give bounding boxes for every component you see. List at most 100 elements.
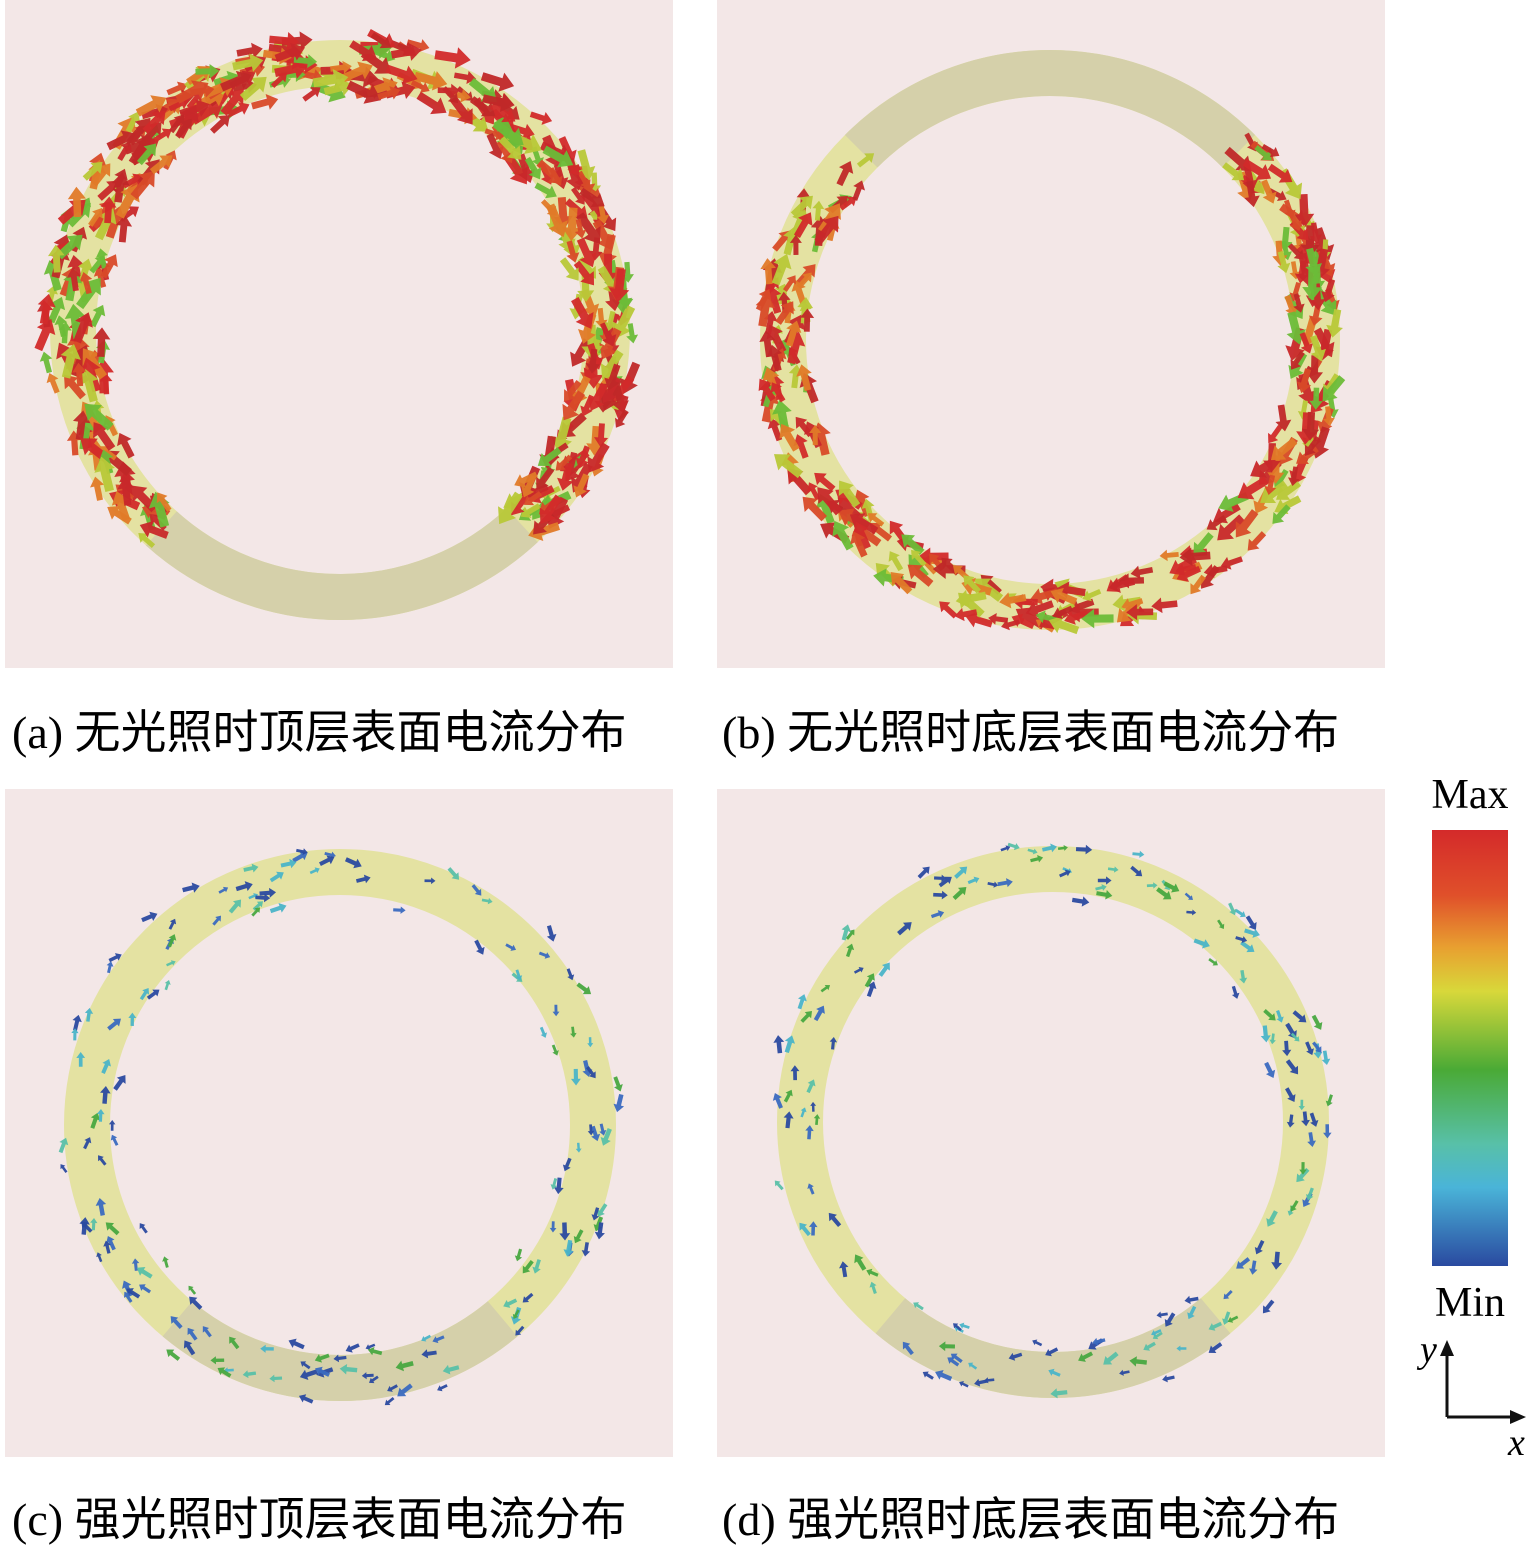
current-arrow <box>590 1125 601 1142</box>
current-arrow <box>1263 1009 1276 1021</box>
current-arrow <box>498 136 522 160</box>
current-arrow <box>1242 164 1258 192</box>
current-arrow <box>413 71 448 91</box>
current-arrow <box>581 1242 591 1257</box>
current-arrow <box>175 118 192 139</box>
current-arrow <box>1159 549 1179 562</box>
current-arrow <box>90 1217 98 1231</box>
current-arrow <box>1052 605 1073 620</box>
current-arrow <box>1187 1305 1197 1320</box>
panel <box>5 789 673 1457</box>
current-arrow <box>897 922 912 936</box>
current-arrow <box>532 1259 541 1274</box>
current-arrow <box>852 521 871 550</box>
current-arrow <box>90 1112 101 1129</box>
current-arrow <box>1231 985 1240 999</box>
current-arrow <box>339 1363 358 1375</box>
current-arrow <box>170 1316 183 1329</box>
current-arrow <box>783 1089 793 1103</box>
current-arrow <box>790 195 813 218</box>
current-arrow <box>1075 844 1093 855</box>
current-arrow <box>1237 476 1269 500</box>
panel-background <box>717 0 1385 668</box>
current-arrow <box>453 70 477 85</box>
current-arrow <box>1239 969 1248 984</box>
current-arrow <box>1201 565 1220 589</box>
current-arrow <box>772 399 792 434</box>
current-arrow <box>828 1212 842 1228</box>
current-arrow <box>810 1101 817 1112</box>
current-arrow <box>947 1357 960 1367</box>
current-arrow <box>227 102 250 118</box>
current-arrow <box>805 1125 814 1140</box>
current-arrow <box>838 480 861 508</box>
current-arrow <box>773 454 804 479</box>
current-arrow <box>136 143 157 166</box>
current-arrow <box>1193 938 1210 949</box>
current-arrow <box>596 202 610 225</box>
current-arrow <box>46 372 60 394</box>
current-arrow <box>793 212 813 239</box>
current-arrow <box>296 848 308 856</box>
current-arrow <box>505 943 517 951</box>
current-arrow <box>274 58 308 79</box>
current-arrow <box>60 344 81 379</box>
current-arrow <box>1276 1010 1284 1023</box>
current-arrow <box>529 111 553 125</box>
current-arrow <box>1208 958 1218 966</box>
current-arrow <box>523 491 542 506</box>
current-arrow <box>784 1035 796 1054</box>
current-arrow <box>939 601 958 619</box>
current-arrow <box>1193 532 1214 556</box>
current-arrow <box>139 1284 152 1294</box>
current-arrow <box>813 1005 825 1022</box>
current-arrow <box>562 1157 572 1172</box>
current-arrow <box>575 1142 582 1153</box>
current-arrow <box>800 308 815 332</box>
ring-gap <box>844 50 1256 168</box>
current-arrow <box>1312 1041 1322 1053</box>
current-arrow <box>166 960 176 967</box>
current-arrow <box>551 416 572 453</box>
current-arrow <box>564 380 582 402</box>
current-arrow <box>796 364 812 392</box>
current-arrow <box>566 968 575 981</box>
current-arrow <box>489 102 516 123</box>
current-arrow <box>1270 437 1298 461</box>
current-arrow <box>1273 468 1289 490</box>
current-arrow <box>571 187 585 205</box>
current-arrow <box>559 257 579 281</box>
current-arrow <box>853 966 864 974</box>
current-arrow <box>537 447 562 467</box>
current-arrow <box>1296 368 1312 394</box>
current-arrow <box>39 351 53 374</box>
current-arrow <box>1163 881 1180 893</box>
current-arrow <box>169 114 185 134</box>
current-arrow <box>1285 1087 1296 1102</box>
current-arrow <box>549 167 563 186</box>
current-arrow <box>1325 1094 1333 1107</box>
current-arrow <box>101 1059 111 1074</box>
current-arrow <box>1309 222 1323 244</box>
current-arrow <box>800 1107 807 1118</box>
current-arrow <box>1092 1337 1106 1346</box>
current-arrow <box>90 476 105 501</box>
current-arrow <box>1306 355 1324 384</box>
ring-gap <box>145 508 538 620</box>
current-arrow <box>1301 411 1320 441</box>
current-arrow <box>938 876 952 888</box>
current-arrow <box>832 520 854 551</box>
current-arrow <box>126 117 151 146</box>
current-arrow <box>1262 1299 1275 1314</box>
current-arrow <box>1121 598 1144 611</box>
current-arrow <box>997 878 1013 888</box>
current-arrow <box>806 1079 816 1094</box>
current-arrow <box>96 1108 105 1122</box>
current-arrow <box>1240 940 1255 953</box>
current-arrow <box>552 1004 560 1017</box>
current-arrow <box>156 492 172 512</box>
current-arrow <box>1247 531 1267 551</box>
current-arrow <box>232 53 264 72</box>
current-arrow <box>1007 842 1020 851</box>
